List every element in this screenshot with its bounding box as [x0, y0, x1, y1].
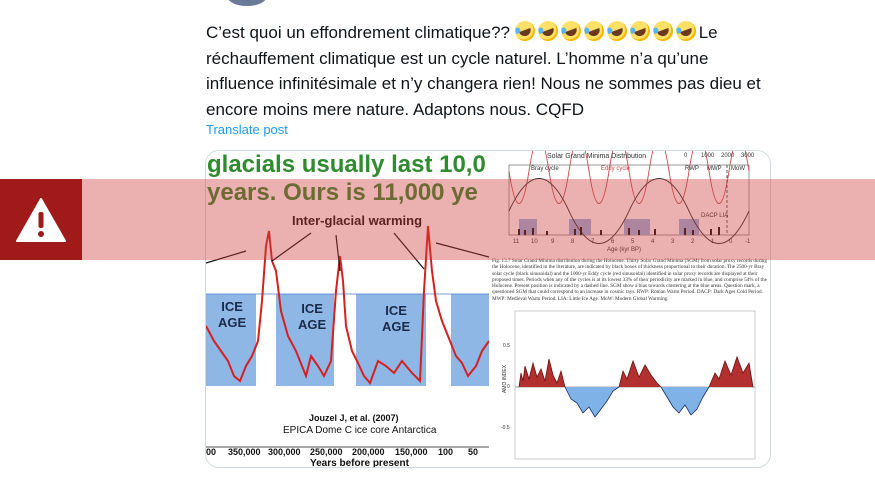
rolling-on-floor-laughing-emoji-icon — [603, 18, 630, 44]
rolling-on-floor-laughing-emoji-icon — [580, 18, 607, 44]
x-tick: 100 — [438, 447, 454, 457]
x-tick: 6 — [611, 239, 615, 245]
source-dataset: EPICA Dome C ice core Antarctica — [283, 425, 437, 436]
warning-triangle-icon — [16, 197, 66, 242]
x-tick: 300,000 — [268, 447, 301, 457]
solar-minima-figure: Solar Grand Minima Distribution 0 1000 2… — [489, 151, 770, 467]
rolling-on-floor-laughing-emoji-icon — [557, 18, 584, 44]
rolling-on-floor-laughing-emoji-icon — [534, 18, 561, 44]
era-label: MoW — [731, 166, 745, 172]
top-tick: 2000 — [721, 153, 735, 159]
event-label: DACP LIA — [701, 213, 729, 219]
headline-line-1: glacials usually last 10,0 — [207, 151, 486, 178]
legend-item: Eddy cycle — [601, 166, 631, 172]
chart-title: Solar Grand Minima Distribution — [547, 153, 647, 160]
inter-glacial-annotation: Inter-glacial warming — [292, 213, 423, 228]
x-tick: 2 — [691, 239, 695, 245]
sensitive-content-overlay[interactable] — [0, 179, 875, 260]
rolling-on-floor-laughing-emoji-icon — [649, 18, 676, 44]
x-tick: 00 — [206, 447, 217, 457]
era-label: RWP — [685, 166, 699, 172]
ice-age-label-3: ICE AGE — [382, 303, 411, 334]
emoji-row — [511, 18, 699, 46]
x-tick: 3 — [671, 239, 675, 245]
figure-caption: Fig. 13.7 Solar Grand Minima distributio… — [492, 258, 767, 302]
x-axis-label: Age (kyr BP) — [607, 247, 642, 253]
y-tick: 0.5 — [503, 343, 510, 349]
x-tick: 200,000 — [352, 447, 385, 457]
post-text: C’est quoi un effondrement climatique?? … — [206, 18, 766, 122]
x-tick: 4 — [651, 239, 655, 245]
x-tick: 150,000 — [395, 447, 428, 457]
x-axis-label: Years before present — [310, 458, 409, 468]
rolling-on-floor-laughing-emoji-icon — [626, 18, 653, 44]
source-citation: Jouzel J, et al. (2007) — [309, 413, 399, 423]
x-tick: 5 — [631, 239, 635, 245]
legend-item: Bray cycle — [531, 166, 559, 172]
x-tick: 11 — [513, 239, 520, 245]
warning-icon-box[interactable] — [0, 179, 82, 260]
x-tick: 7 — [591, 239, 595, 245]
top-tick: 0 — [684, 153, 688, 159]
y-tick: -0.5 — [501, 425, 510, 431]
ice-age-label-2: ICE AGE — [298, 301, 327, 332]
top-tick: 3000 — [741, 153, 755, 159]
x-tick: 350,000 — [228, 447, 261, 457]
x-tick: 10 — [531, 239, 538, 245]
ice-core-figure: glacials usually last 10,0 years. Ours i… — [206, 151, 489, 468]
rolling-on-floor-laughing-emoji-icon — [511, 18, 538, 44]
x-tick: 50 — [468, 447, 479, 457]
avatar[interactable] — [227, 0, 267, 6]
rolling-on-floor-laughing-emoji-icon — [672, 18, 699, 44]
era-label: MWP — [707, 166, 722, 172]
x-tick: 1 — [711, 239, 715, 245]
post-text-line-1-end: Le — [698, 23, 718, 42]
y-tick: 0 — [507, 384, 510, 390]
x-tick: 0 — [729, 239, 733, 245]
y-axis-label: AMO INDEX — [502, 364, 509, 394]
post-media[interactable]: glacials usually last 10,0 years. Ours i… — [205, 150, 771, 468]
post-text-line-1: C’est quoi un effondrement climatique?? — [206, 23, 510, 42]
ice-core-chart — [206, 225, 489, 448]
x-tick: 250,000 — [310, 447, 343, 457]
x-tick: 8 — [571, 239, 575, 245]
solar-minima-chart — [508, 151, 756, 460]
translate-post-link[interactable]: Translate post — [206, 122, 288, 137]
ice-age-label-1: ICE AGE — [218, 299, 247, 330]
x-tick: 9 — [551, 239, 555, 245]
post-text-body: réchauffement climatique est un cycle na… — [206, 48, 761, 119]
x-tick: -1 — [745, 239, 751, 245]
headline-line-2: years. Ours is 11,000 ye — [207, 179, 478, 206]
top-tick: 1000 — [701, 153, 715, 159]
